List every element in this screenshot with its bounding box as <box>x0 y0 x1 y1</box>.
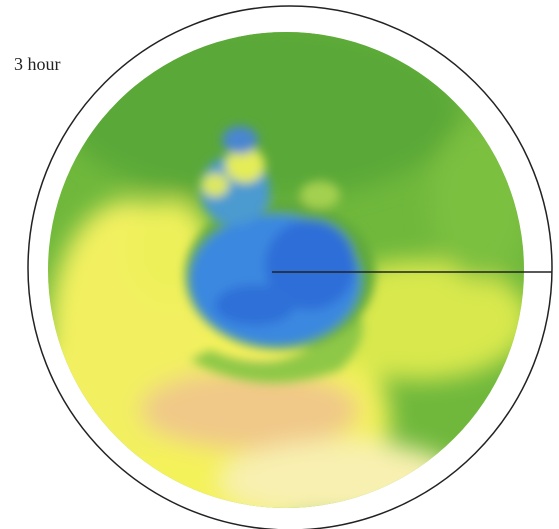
time-label: 3 hour <box>14 54 61 74</box>
vortex <box>185 126 375 383</box>
color-map <box>48 32 524 508</box>
boundary-circle <box>27 5 553 529</box>
